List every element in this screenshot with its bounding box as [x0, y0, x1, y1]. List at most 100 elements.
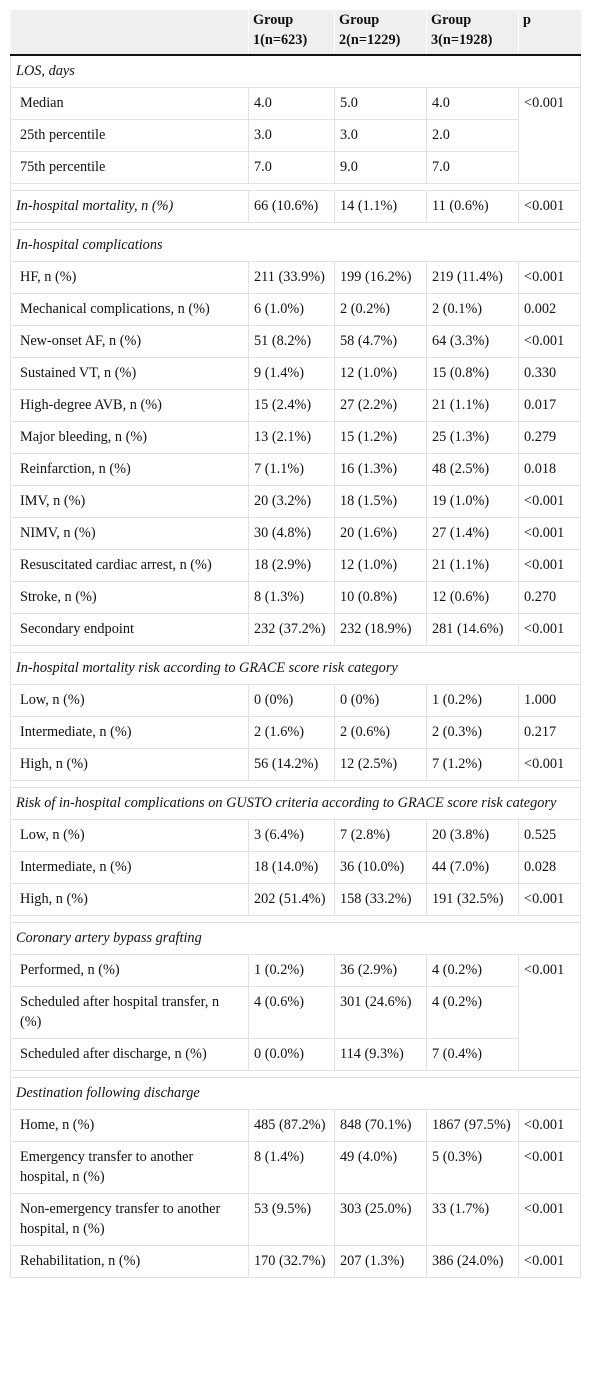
cell-p: <0.001	[518, 1141, 581, 1194]
cell-g1: 53 (9.5%)	[248, 1193, 335, 1246]
row-label: High, n (%)	[10, 748, 249, 781]
cell-g1: 66 (10.6%)	[248, 190, 335, 223]
cell-p: <0.001	[518, 190, 581, 223]
cell-p: 0.217	[518, 716, 581, 749]
cell-p: <0.001	[518, 613, 581, 646]
table-row: High, n (%) 56 (14.2%) 12 (2.5%) 7 (1.2%…	[10, 748, 581, 781]
header-blank	[10, 10, 249, 56]
cell-g3: 1867 (97.5%)	[426, 1109, 519, 1142]
cell-g2: 15 (1.2%)	[334, 421, 427, 454]
cell-g1: 9 (1.4%)	[248, 357, 335, 390]
row-label: Secondary endpoint	[10, 613, 249, 646]
table-row: Major bleeding, n (%) 13 (2.1%) 15 (1.2%…	[10, 421, 581, 454]
spacer-cell	[10, 780, 581, 788]
spacer-row	[10, 1070, 581, 1078]
header-p: p	[518, 10, 581, 56]
cell-g2: 5.0	[334, 87, 427, 120]
cell-g1: 56 (14.2%)	[248, 748, 335, 781]
table-row: Emergency transfer to another hospital, …	[10, 1141, 581, 1194]
cell-g2: 27 (2.2%)	[334, 389, 427, 422]
row-label: Home, n (%)	[10, 1109, 249, 1142]
table-row: Sustained VT, n (%) 9 (1.4%) 12 (1.0%) 1…	[10, 357, 581, 390]
cell-g3: 7 (1.2%)	[426, 748, 519, 781]
section-gusto: Risk of in-hospital complications on GUS…	[10, 787, 581, 820]
cell-g1: 485 (87.2%)	[248, 1109, 335, 1142]
cell-g1: 232 (37.2%)	[248, 613, 335, 646]
cell-g2: 14 (1.1%)	[334, 190, 427, 223]
row-label: Intermediate, n (%)	[10, 851, 249, 884]
row-label: 25th percentile	[10, 119, 249, 152]
table-row: New-onset AF, n (%) 51 (8.2%) 58 (4.7%) …	[10, 325, 581, 358]
cell-g2: 114 (9.3%)	[334, 1038, 427, 1071]
cell-g3: 11 (0.6%)	[426, 190, 519, 223]
cell-g3: 48 (2.5%)	[426, 453, 519, 486]
table-row: Intermediate, n (%) 18 (14.0%) 36 (10.0%…	[10, 851, 581, 884]
cell-p: 0.028	[518, 851, 581, 884]
cell-g2: 0 (0%)	[334, 684, 427, 717]
row-label: Low, n (%)	[10, 819, 249, 852]
cell-g3: 386 (24.0%)	[426, 1245, 519, 1278]
cell-g3: 5 (0.3%)	[426, 1141, 519, 1194]
spacer-cell	[10, 645, 581, 653]
cell-g2: 20 (1.6%)	[334, 517, 427, 550]
cell-p: <0.001	[518, 1245, 581, 1278]
table-row: Stroke, n (%) 8 (1.3%) 10 (0.8%) 12 (0.6…	[10, 581, 581, 614]
cell-g1: 18 (14.0%)	[248, 851, 335, 884]
row-label: Mechanical complications, n (%)	[10, 293, 249, 326]
cell-g2: 12 (1.0%)	[334, 357, 427, 390]
section-destination: Destination following discharge	[10, 1077, 581, 1110]
table-row: Resuscitated cardiac arrest, n (%) 18 (2…	[10, 549, 581, 582]
cell-g1: 211 (33.9%)	[248, 261, 335, 294]
row-label: Stroke, n (%)	[10, 581, 249, 614]
row-label: High-degree AVB, n (%)	[10, 389, 249, 422]
cell-g2: 9.0	[334, 151, 427, 184]
row-label: Scheduled after discharge, n (%)	[10, 1038, 249, 1071]
header-group2: Group 2(n=1229)	[334, 10, 427, 56]
cell-g2: 158 (33.2%)	[334, 883, 427, 916]
row-in-hospital-mortality: In-hospital mortality, n (%) 66 (10.6%) …	[10, 190, 581, 223]
table-row: Low, n (%) 3 (6.4%) 7 (2.8%) 20 (3.8%) 0…	[10, 819, 581, 852]
cell-g1: 3 (6.4%)	[248, 819, 335, 852]
table-row: IMV, n (%) 20 (3.2%) 18 (1.5%) 19 (1.0%)…	[10, 485, 581, 518]
section-title: Coronary artery bypass grafting	[10, 922, 581, 955]
cell-g3: 12 (0.6%)	[426, 581, 519, 614]
row-label: Rehabilitation, n (%)	[10, 1245, 249, 1278]
row-label: Low, n (%)	[10, 684, 249, 717]
table-row: 25th percentile 3.0 3.0 2.0	[10, 119, 581, 152]
row-label: IMV, n (%)	[10, 485, 249, 518]
cell-g1: 0 (0.0%)	[248, 1038, 335, 1071]
cell-g2: 2 (0.6%)	[334, 716, 427, 749]
cell-g1: 51 (8.2%)	[248, 325, 335, 358]
cell-g2: 36 (2.9%)	[334, 954, 427, 987]
table-row: Reinfarction, n (%) 7 (1.1%) 16 (1.3%) 4…	[10, 453, 581, 486]
table-row: Scheduled after discharge, n (%) 0 (0.0%…	[10, 1038, 581, 1071]
cell-g3: 21 (1.1%)	[426, 389, 519, 422]
cell-g2: 848 (70.1%)	[334, 1109, 427, 1142]
cell-g2: 12 (2.5%)	[334, 748, 427, 781]
cell-g1: 7.0	[248, 151, 335, 184]
table-row: Scheduled after hospital transfer, n (%)…	[10, 986, 581, 1039]
cell-g1: 7 (1.1%)	[248, 453, 335, 486]
cell-g1: 20 (3.2%)	[248, 485, 335, 518]
table-row: Performed, n (%) 1 (0.2%) 36 (2.9%) 4 (0…	[10, 954, 581, 1071]
cell-g3: 191 (32.5%)	[426, 883, 519, 916]
spacer-row	[10, 780, 581, 788]
row-label: Non-emergency transfer to another hospit…	[10, 1193, 249, 1246]
cell-p: 0.017	[518, 389, 581, 422]
cell-g1: 2 (1.6%)	[248, 716, 335, 749]
table-row: Mechanical complications, n (%) 6 (1.0%)…	[10, 293, 581, 326]
cell-g3: 20 (3.8%)	[426, 819, 519, 852]
cell-g1: 30 (4.8%)	[248, 517, 335, 550]
row-label: Performed, n (%)	[10, 954, 249, 987]
cell-g3: 219 (11.4%)	[426, 261, 519, 294]
cell-g3: 1 (0.2%)	[426, 684, 519, 717]
cell-p: <0.001	[518, 549, 581, 582]
cell-g1: 8 (1.4%)	[248, 1141, 335, 1194]
row-label: Resuscitated cardiac arrest, n (%)	[10, 549, 249, 582]
cell-g1: 6 (1.0%)	[248, 293, 335, 326]
cell-g3: 33 (1.7%)	[426, 1193, 519, 1246]
cell-g3: 64 (3.3%)	[426, 325, 519, 358]
cell-g2: 16 (1.3%)	[334, 453, 427, 486]
cell-p: 0.525	[518, 819, 581, 852]
cell-g1: 4.0	[248, 87, 335, 120]
